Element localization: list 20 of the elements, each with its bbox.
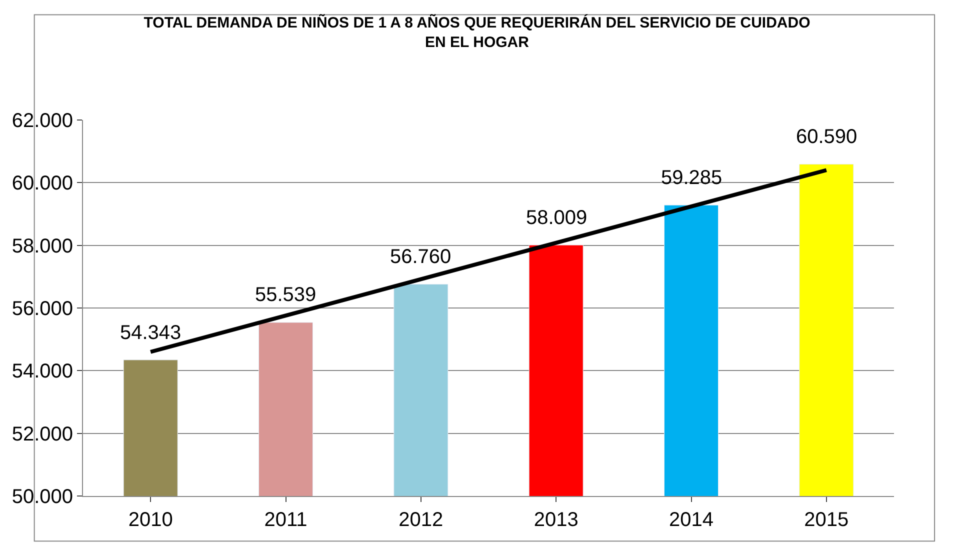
x-tick-label: 2012 — [398, 509, 444, 531]
x-tick-label: 2013 — [534, 509, 578, 531]
y-tick-label: 58.000 — [12, 235, 73, 258]
y-tick-label: 56.000 — [12, 298, 73, 320]
data-label: 58.009 — [526, 207, 588, 229]
chart-title: TOTAL DEMANDA DE NIÑOS DE 1 A 8 AÑOS QUE REQUERIRÁN DEL SERVICIO DE CUIDADO EN EL HOGAR — [144, 13, 811, 51]
data-label: 55.539 — [255, 284, 316, 306]
x-tick-label: 2014 — [669, 509, 714, 531]
y-tick-label: 62.000 — [12, 110, 73, 132]
x-tick-label: 2015 — [804, 509, 849, 531]
y-tick-label: 50.000 — [12, 486, 73, 508]
data-label: 59.285 — [661, 167, 722, 189]
y-tick-label: 52.000 — [12, 423, 73, 446]
data-label: 60.590 — [796, 126, 858, 148]
y-tick-label: 54.000 — [12, 360, 73, 383]
data-label: 54.343 — [120, 322, 182, 344]
x-tick-label: 2011 — [264, 509, 308, 531]
x-tick-label: 2010 — [128, 509, 173, 531]
data-label: 56.760 — [390, 246, 452, 268]
y-tick-label: 60.000 — [12, 172, 73, 195]
